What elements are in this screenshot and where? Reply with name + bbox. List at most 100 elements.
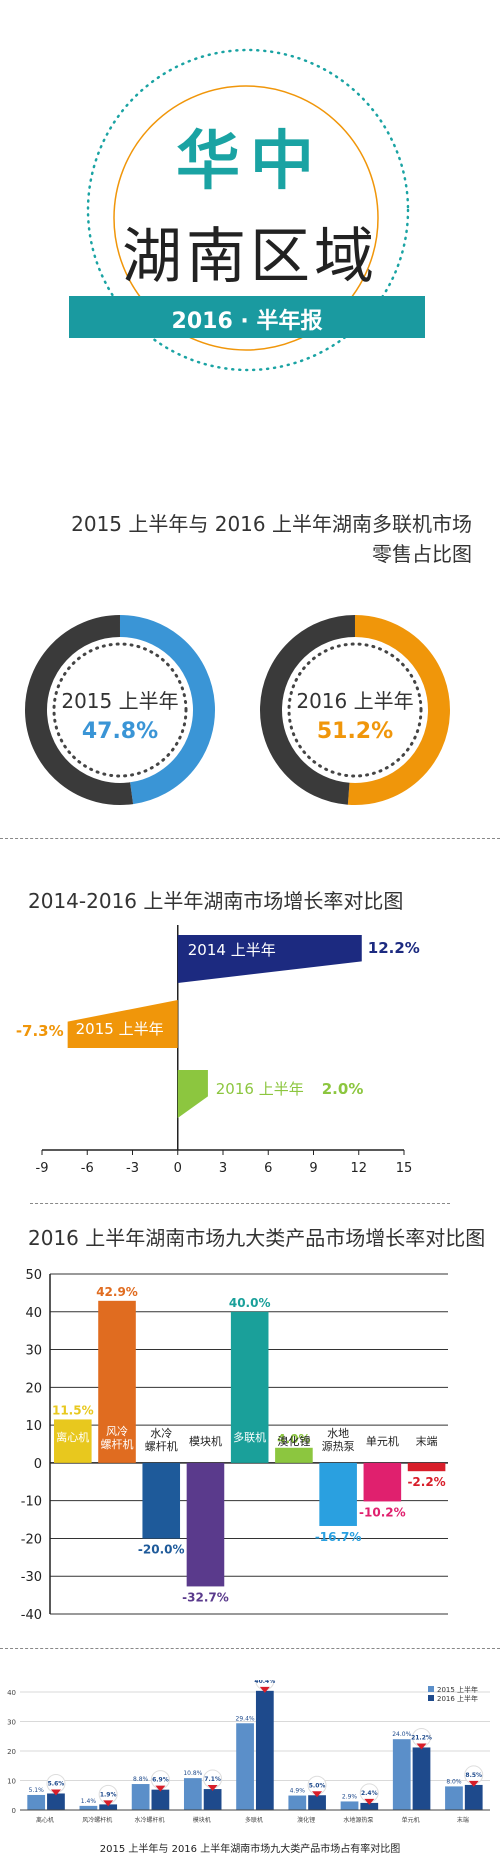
- y-tick-label: -20: [21, 1532, 42, 1547]
- growth-bar-2: [177, 1070, 208, 1118]
- share-bar-1-8: [464, 1784, 483, 1810]
- share-label-2015-5: 4.9%: [290, 1788, 306, 1795]
- growth-bar-chart: -9 -6 -3 0 3 6 9 12 15 2014 上半年 12.2% 2015 上半年 -7.3%…: [16, 925, 420, 1176]
- donut-year-label-0: 2015 上半年: [61, 689, 178, 713]
- share-bar-1-2: [151, 1789, 170, 1810]
- y-tick-label: 0: [12, 1807, 16, 1815]
- category-value-8: -2.2%: [407, 1475, 445, 1489]
- x-tick-label: 9: [309, 1161, 317, 1176]
- share-label-2016-1: 1.9%: [100, 1791, 117, 1798]
- share-bar-0-6: [340, 1801, 359, 1810]
- share-label-2016-4: 40.4%: [254, 1680, 275, 1685]
- market-share-chart: 40 30 20 10 0 5.1%5.6% 离心机 1.4%1.9% 风冷螺杆机 8.8% 6.9…: [7, 1680, 490, 1824]
- share-bar-0-1: [79, 1805, 98, 1810]
- category-bar-0: [54, 1419, 92, 1463]
- share-category-8: 末端: [457, 1816, 469, 1824]
- share-category-4: 多联机: [245, 1816, 263, 1824]
- donut-rest-arc-0: [25, 615, 134, 805]
- category-value-4: 40.0%: [229, 1296, 271, 1310]
- outer-dotted-circle: [86, 48, 410, 372]
- y-tick-label: 40: [7, 1689, 16, 1697]
- legend-label-0: 2015 上半年: [437, 1685, 478, 1694]
- x-tick-label: 3: [219, 1161, 227, 1176]
- category-name-6: 源热泵: [322, 1439, 355, 1453]
- share-badge-pointer-5: [312, 1791, 323, 1798]
- donut-share-arc-0: [119, 615, 215, 805]
- share-bar-1-5: [308, 1795, 326, 1810]
- chart3-title: 2016 上半年湖南市场九大类产品市场增长率对比图: [28, 1226, 486, 1250]
- category-name-5: 溴化锂: [277, 1434, 310, 1448]
- share-bar-1-0: [47, 1793, 65, 1810]
- share-category-6: 水地源热泵: [343, 1816, 373, 1824]
- report-banner: [69, 296, 425, 338]
- category-value-3: -32.7%: [182, 1590, 229, 1604]
- y-tick-label: 10: [7, 1778, 16, 1786]
- y-tick-label: -30: [21, 1570, 42, 1585]
- y-tick-label: 0: [34, 1457, 42, 1472]
- x-tick-label: 15: [396, 1161, 413, 1176]
- y-tick-label: 50: [25, 1268, 42, 1283]
- share-category-3: 模块机: [193, 1816, 211, 1824]
- share-bar-0-4: [236, 1723, 254, 1810]
- category-name-2: 水冷: [150, 1427, 172, 1440]
- x-tick-label: -9: [36, 1161, 49, 1176]
- category-bar-8: [407, 1462, 446, 1472]
- share-label-2015-8: 8.0%: [446, 1778, 462, 1785]
- divider-3: [0, 1648, 500, 1649]
- category-name-2: 螺杆机: [145, 1439, 178, 1453]
- report-label: 2016 · 半年报: [171, 309, 323, 334]
- chart4-title: 2015 上半年与 2016 上半年湖南市场九大类产品市场占有率对比图: [99, 1844, 401, 1855]
- category-name-4: 多联机: [233, 1430, 266, 1444]
- x-tick-label: 12: [350, 1161, 367, 1176]
- donut-value-label-0: 47.8%: [82, 719, 158, 744]
- growth-bar-value-1: -7.3%: [16, 1022, 64, 1040]
- share-label-2015-1: 1.4%: [81, 1798, 97, 1805]
- category-value-2: -20.0%: [138, 1542, 185, 1556]
- y-tick-label: -10: [21, 1495, 42, 1510]
- share-category-1: 风冷螺杆机: [82, 1816, 112, 1824]
- x-tick-label: -3: [126, 1161, 139, 1176]
- category-bar-4: [230, 1311, 269, 1463]
- divider-2: [30, 1203, 450, 1204]
- category-growth-chart: 50 40 30 20 10 0 -10 -20 -30 -40 11.5% 离心机 42.9% 风冷螺杆…: [21, 1268, 448, 1623]
- x-tick-label: 6: [264, 1161, 272, 1176]
- share-badge-pointer-6: [364, 1798, 375, 1805]
- donut-charts: 2015 上半年 47.8% 2016 上半年 51.2%: [25, 615, 450, 805]
- share-label-2015-6: 2.9%: [342, 1793, 358, 1800]
- y-tick-label: 30: [25, 1344, 42, 1359]
- category-bar-6: [319, 1462, 357, 1526]
- share-bar-0-7: [392, 1739, 411, 1810]
- growth-bar-category-0: 2014 上半年: [188, 941, 276, 959]
- category-name-7: 单元机: [366, 1434, 399, 1448]
- category-name-0: 离心机: [56, 1430, 89, 1444]
- growth-bar-value-0: 12.2%: [368, 939, 420, 957]
- share-label-2016-2: 6.9%: [152, 1777, 169, 1784]
- growth-bar-category-1: 2015 上半年: [76, 1020, 164, 1038]
- category-bar-7: [363, 1462, 402, 1502]
- donut-dots-ring-1: [287, 642, 423, 778]
- category-bar-5: [275, 1447, 313, 1463]
- share-badge-pointer-0: [50, 1789, 61, 1796]
- category-value-0: 11.5%: [52, 1403, 94, 1417]
- share-badge-pointer-2: [155, 1785, 166, 1792]
- legend-label-1: 2016 上半年: [437, 1694, 478, 1703]
- share-bar-1-6: [360, 1802, 379, 1810]
- category-bar-1: [98, 1300, 136, 1463]
- y-tick-label: 20: [7, 1748, 16, 1756]
- category-value-6: -16.7%: [315, 1530, 362, 1544]
- share-category-5: 溴化锂: [297, 1816, 315, 1824]
- share-label-2015-0: 5.1%: [29, 1787, 45, 1794]
- header-graphic: [69, 48, 425, 372]
- section1-title-line2: 零售占比图: [372, 542, 472, 566]
- category-name-3: 模块机: [189, 1434, 222, 1448]
- title-sub: 湖南区域: [122, 222, 378, 292]
- divider-1: [0, 838, 500, 839]
- legend-swatch-1: [428, 1695, 434, 1701]
- share-label-2015-2: 8.8%: [133, 1776, 149, 1783]
- share-label-2016-8: 8.5%: [465, 1772, 482, 1779]
- y-tick-label: 10: [25, 1419, 42, 1434]
- share-label-2016-6: 2.4%: [361, 1790, 378, 1797]
- share-badge-pointer-4: [259, 1686, 270, 1693]
- y-tick-label: 20: [25, 1381, 42, 1396]
- growth-bar-value-2: 2.0%: [322, 1080, 364, 1098]
